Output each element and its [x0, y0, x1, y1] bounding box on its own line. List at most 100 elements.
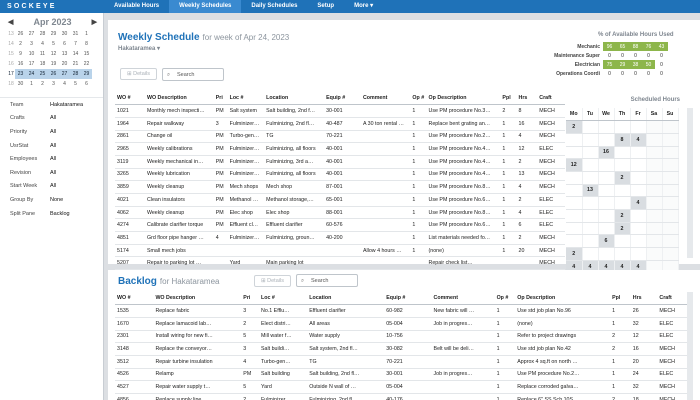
calendar-day[interactable]: 4 [63, 81, 66, 87]
filter-row[interactable]: Split Pane Backlog [0, 207, 103, 221]
hours-cell[interactable] [630, 146, 647, 160]
calendar-day[interactable]: 3 [30, 41, 33, 47]
prev-month-icon[interactable]: ◀ [8, 19, 14, 26]
table-row[interactable]: 3265 Weekly lubrication PM Fulminizer… Fulmi… [115, 168, 565, 182]
column-header[interactable]: Loc # [259, 292, 308, 306]
hours-cell[interactable]: 13 [582, 184, 599, 198]
column-header[interactable]: Ppl [500, 92, 517, 106]
table-row[interactable]: 1670 Replace lamacoid lab… 2 Elect distri… A… [115, 317, 693, 331]
hours-cell[interactable]: 4 [630, 133, 647, 147]
hours-cell[interactable]: 2 [566, 247, 583, 261]
hours-cell[interactable] [646, 222, 663, 236]
details-button[interactable]: ⊞ Details [120, 68, 157, 80]
calendar-week[interactable]: 17 23 24 25 26 27 28 29 [7, 69, 92, 79]
hours-cell[interactable] [582, 222, 599, 236]
calendar-day[interactable]: 17 [28, 61, 35, 67]
hours-cell[interactable] [582, 146, 599, 160]
column-header[interactable]: Op # [410, 92, 427, 106]
hours-cell[interactable] [630, 222, 647, 236]
table-row[interactable]: 4851 Grd floor pipe hanger … 4 Fulminizer… F… [115, 231, 565, 245]
column-header[interactable]: WO # [115, 92, 145, 106]
calendar-day[interactable]: 24 [26, 69, 37, 79]
hours-cell[interactable] [662, 247, 679, 261]
calendar-week[interactable]: 13 26 27 28 29 30 31 1 [7, 29, 92, 39]
calendar-day[interactable]: 26 [48, 69, 59, 79]
hours-cell[interactable] [566, 146, 583, 160]
table-row[interactable]: 1535 Replace fabric 3 No.1 Efflu… Effluent c… [115, 304, 693, 318]
calendar-day[interactable]: 29 [81, 69, 92, 79]
calendar-day[interactable]: 25 [37, 69, 48, 79]
calendar-day[interactable]: 27 [59, 69, 70, 79]
calendar-day[interactable]: 5 [52, 41, 55, 47]
hours-cell[interactable] [614, 184, 631, 198]
hours-cell[interactable] [646, 133, 663, 147]
calendar-day[interactable]: 29 [50, 31, 57, 37]
column-header[interactable]: Craft [657, 292, 693, 306]
table-row[interactable]: 1021 Monthly mech inspecti… PM Salt system S… [115, 104, 565, 118]
calendar-week[interactable]: 16 16 17 18 19 20 21 22 [7, 59, 92, 69]
hours-cell[interactable] [614, 146, 631, 160]
table-row[interactable]: 5174 Small mech jobs Allow 4 hours … 1 (none… [115, 244, 565, 258]
table-row[interactable]: 2301 Install wiring for new fi… 5 Mill wate… [115, 330, 693, 344]
table-row[interactable]: 4274 Calibrate clarifier torque PM Effluent… [115, 218, 565, 233]
calendar-week[interactable]: 18 30 1 2 3 4 5 6 [7, 79, 92, 89]
calendar-day[interactable]: 4 [41, 41, 44, 47]
filter-row[interactable]: Revision All [0, 166, 103, 180]
hours-cell[interactable] [566, 234, 583, 249]
calendar-day[interactable]: 20 [61, 61, 68, 67]
table-row[interactable]: 4526 Relamp PM Salt building Salt building, … [115, 368, 693, 382]
column-header[interactable]: Hrs [516, 92, 538, 106]
plant-selector[interactable]: Hakataramea ▾ [118, 46, 161, 52]
table-row[interactable]: 4062 Weekly cleanup PM Elec shop Elec shop 88… [115, 206, 565, 220]
table-row[interactable]: 3148 Replace the conveyor… 3 Salt buildi… Sa… [115, 342, 693, 356]
hours-cell[interactable] [662, 209, 679, 223]
column-header[interactable]: Pri [241, 292, 260, 306]
nav-available-hours[interactable]: Available Hours [114, 3, 160, 9]
hours-cell[interactable] [646, 158, 663, 172]
table-row[interactable]: 5207 Repair to parking lot … Yard Main park… [115, 256, 565, 271]
nav-setup[interactable]: Setup [317, 3, 335, 9]
hours-cell[interactable] [598, 120, 615, 134]
column-header[interactable]: Loc # [227, 92, 265, 106]
calendar-day[interactable]: 10 [28, 51, 35, 57]
hours-cell[interactable] [582, 209, 599, 223]
hours-cell[interactable] [598, 222, 615, 236]
hours-cell[interactable] [614, 158, 631, 172]
hours-cell[interactable] [662, 171, 679, 185]
table-row[interactable]: 3859 Weekly cleanup PM Mech shops Mech shop 8… [115, 180, 565, 194]
hours-cell[interactable] [614, 247, 631, 261]
backlog-search-input[interactable]: ⌕ Search [296, 274, 358, 287]
table-row[interactable]: 1964 Repair walkway 3 Fulminizer… Fulminizin… [115, 117, 565, 131]
hours-cell[interactable] [630, 234, 647, 249]
hours-cell[interactable] [646, 234, 663, 249]
calendar-day[interactable]: 1 [30, 81, 33, 87]
hours-cell[interactable] [662, 222, 679, 236]
hours-cell[interactable] [646, 247, 663, 261]
hours-cell[interactable] [614, 234, 631, 249]
hours-cell[interactable] [566, 196, 583, 210]
calendar-day[interactable]: 15 [83, 51, 90, 57]
table-row[interactable]: 4021 Clean insulators PM Methanol … Methanol… [115, 193, 565, 207]
hours-cell[interactable]: 2 [614, 222, 631, 236]
column-header[interactable]: WO # [115, 292, 154, 306]
hours-cell[interactable] [662, 184, 679, 198]
column-header[interactable]: Equip # [384, 292, 432, 306]
column-header[interactable]: Op Description [426, 92, 501, 106]
hours-cell[interactable] [582, 133, 599, 147]
calendar-day[interactable]: 9 [19, 51, 22, 57]
calendar-day[interactable]: 31 [72, 31, 79, 37]
calendar-day[interactable]: 14 [72, 51, 79, 57]
backlog-details-button[interactable]: ⊞ Details [254, 275, 291, 287]
hours-cell[interactable] [582, 120, 599, 134]
filter-row[interactable]: Crafts All [0, 112, 103, 126]
hours-cell[interactable] [646, 120, 663, 134]
calendar-day[interactable]: 30 [17, 81, 24, 87]
hours-cell[interactable]: 16 [598, 146, 615, 160]
hours-cell[interactable] [630, 209, 647, 223]
table-row[interactable]: 4527 Repair water supply t… 5 Yard Outside N… [115, 380, 693, 394]
calendar-day[interactable]: 23 [15, 69, 26, 79]
next-month-icon[interactable]: ▶ [91, 19, 97, 26]
hours-cell[interactable]: 8 [614, 133, 631, 147]
calendar-day[interactable]: 22 [83, 61, 90, 67]
hours-cell[interactable]: 2 [566, 120, 583, 134]
